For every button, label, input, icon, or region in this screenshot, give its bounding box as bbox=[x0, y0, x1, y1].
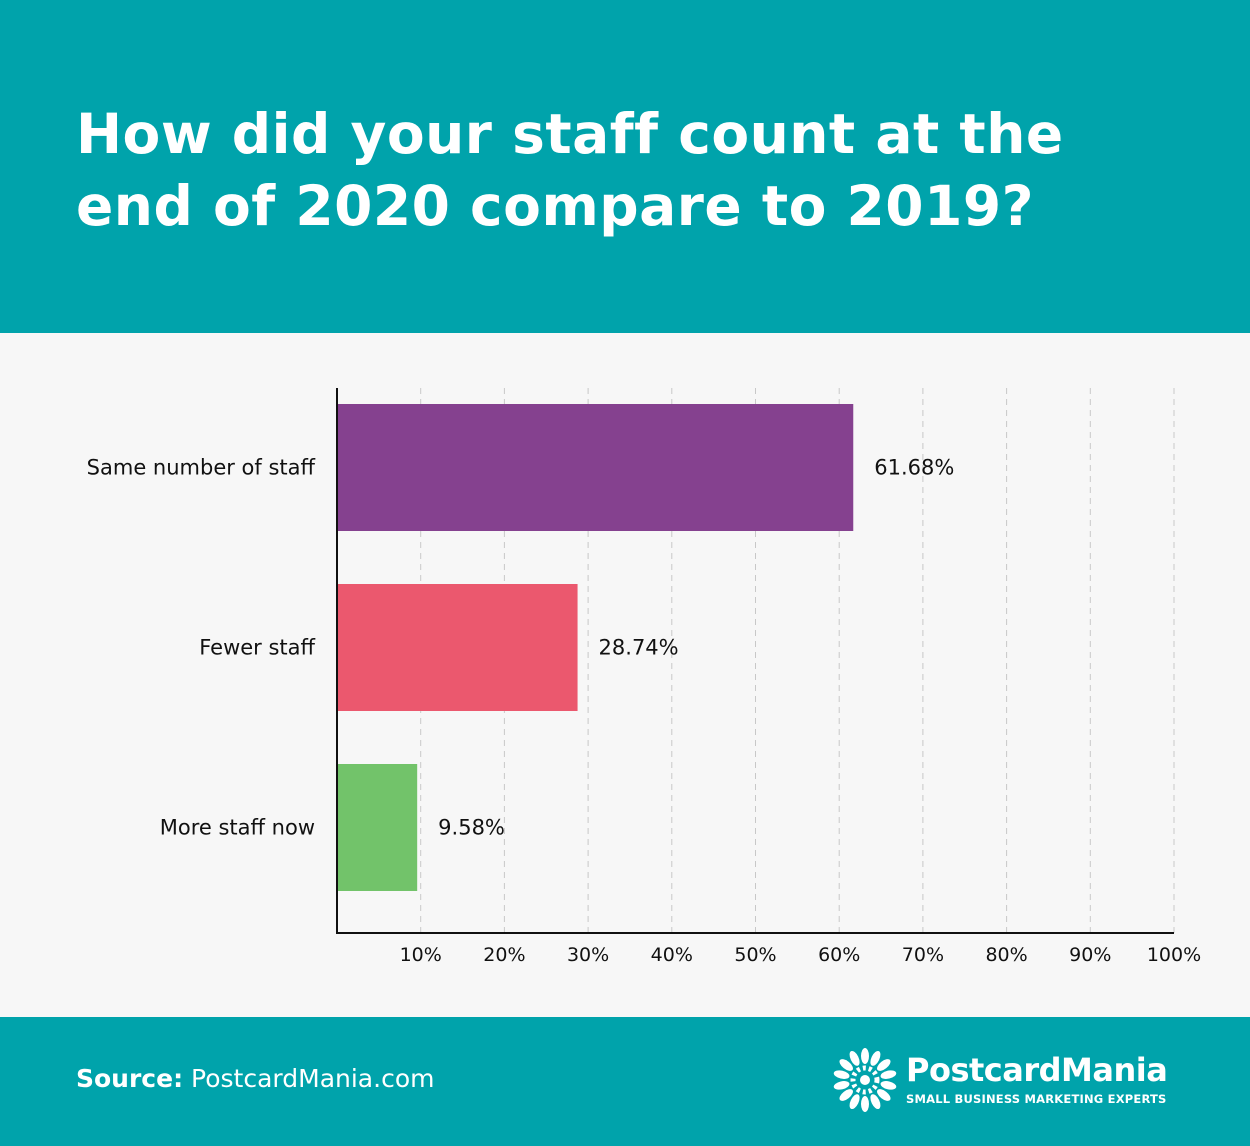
bar-1 bbox=[337, 404, 854, 531]
x-tick-label: 30% bbox=[567, 944, 609, 966]
bar-2 bbox=[337, 584, 578, 711]
x-tick-label: 40% bbox=[651, 944, 693, 966]
x-tick-label: 90% bbox=[1069, 944, 1111, 966]
header-banner: How did your staff count at the end of 2… bbox=[0, 0, 1250, 333]
bar-3 bbox=[337, 764, 418, 891]
x-tick-label: 100% bbox=[1147, 944, 1201, 966]
category-label: Fewer staff bbox=[199, 636, 315, 660]
postcardmania-logo: PostcardMania SMALL BUSINESS MARKETING E… bbox=[832, 1047, 1172, 1117]
source-text: Source: PostcardMania.com bbox=[76, 1064, 434, 1093]
x-tick-label: 10% bbox=[400, 944, 442, 966]
x-tick-label: 70% bbox=[902, 944, 944, 966]
logo-tagline: SMALL BUSINESS MARKETING EXPERTS bbox=[906, 1092, 1167, 1106]
source-value: PostcardMania.com bbox=[191, 1064, 435, 1093]
flower-logo-icon bbox=[833, 1048, 897, 1112]
x-tick-label: 20% bbox=[483, 944, 525, 966]
value-label: 28.74% bbox=[599, 636, 679, 660]
value-label: 9.58% bbox=[438, 816, 505, 840]
category-label: Same number of staff bbox=[87, 456, 316, 480]
x-tick-label: 80% bbox=[985, 944, 1027, 966]
x-tick-label: 60% bbox=[818, 944, 860, 966]
footer: Source: PostcardMania.com PostcardMania … bbox=[0, 1017, 1250, 1146]
chart-title: How did your staff count at the end of 2… bbox=[76, 102, 1064, 238]
source-label: Source: bbox=[76, 1064, 184, 1093]
bar-chart: 10% 20% 30% 40% 50% 60% 70% 80% 90% 100% Same numb… bbox=[87, 388, 1201, 966]
value-label: 61.68% bbox=[874, 456, 954, 480]
logo-name: PostcardMania bbox=[906, 1051, 1168, 1089]
x-tick-label: 50% bbox=[734, 944, 776, 966]
category-label: More staff now bbox=[160, 816, 315, 840]
